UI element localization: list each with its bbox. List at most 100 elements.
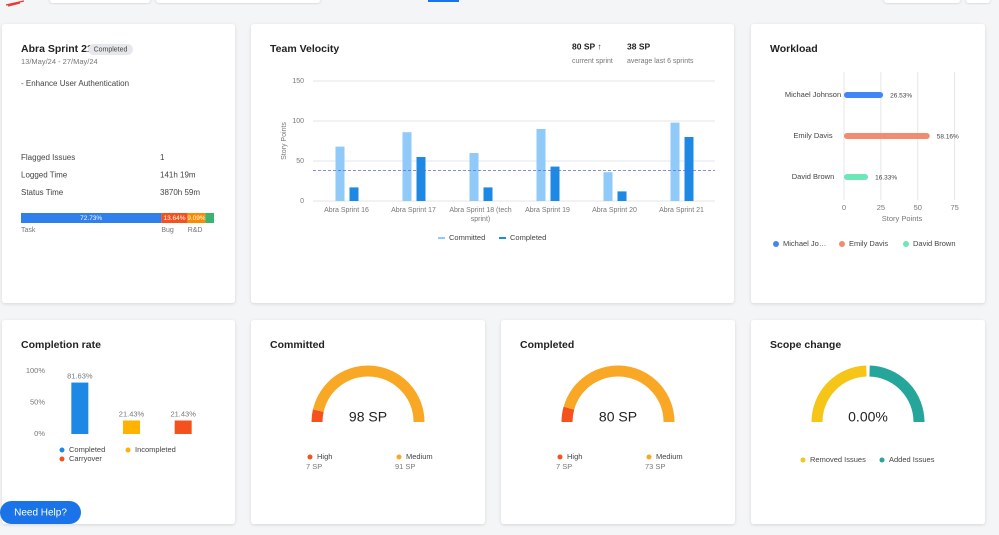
bar: [844, 133, 930, 139]
y-tick-label: 0%: [34, 429, 45, 438]
bar: [684, 137, 694, 201]
summary-caption: average last 6 sprints: [627, 58, 694, 65]
sprint-dates: 13/May/24 - 27/May/24: [21, 57, 98, 66]
legend-value: 73 SP: [645, 462, 665, 471]
legend-marker: [773, 241, 779, 247]
y-tick-label: 100%: [26, 366, 46, 375]
y-tick-label: 150: [292, 78, 304, 85]
y-tick-label: 100: [292, 118, 304, 125]
status-badge: [88, 44, 133, 55]
legend-label: Michael Jo…: [783, 239, 826, 248]
bar: [335, 146, 345, 201]
legend-marker: [646, 454, 652, 460]
legend-label: Completed: [510, 233, 546, 242]
gauge-segment: [811, 365, 867, 423]
legend-label: Carryover: [69, 454, 102, 463]
legend-label: Completed: [69, 445, 105, 454]
card-title: Completion rate: [21, 339, 101, 351]
card: [751, 320, 985, 524]
bar: [844, 92, 884, 98]
header-tab: [156, 0, 320, 3]
category-label: Michael Johnson: [785, 90, 841, 99]
legend-value: 7 SP: [306, 462, 322, 471]
bar: [402, 132, 412, 201]
legend-marker: [59, 447, 65, 453]
legend-label: Medium: [656, 452, 683, 461]
x-axis-label: Story Points: [882, 214, 923, 223]
bar: [123, 420, 140, 434]
x-tick-label: 0: [842, 203, 846, 212]
value-label: 16.33%: [875, 175, 897, 182]
segment-category: R&D: [188, 227, 203, 234]
x-tick-label: 50: [914, 203, 922, 212]
card: [2, 320, 235, 524]
help-button-background: [0, 501, 81, 524]
segment-label: 72.73%: [80, 215, 102, 222]
legend-label: High: [567, 452, 582, 461]
legend-label: Emily Davis: [849, 239, 888, 248]
help-button[interactable]: Need Help?: [0, 501, 81, 524]
bar: [71, 382, 89, 434]
breakdown-segment: [205, 213, 214, 223]
y-tick-label: 50: [296, 158, 304, 165]
segment-label: 9.09%: [187, 215, 206, 222]
legend-label: David Brown: [913, 239, 956, 248]
gauge-segment: [563, 365, 675, 423]
summary-caption: current sprint: [572, 58, 613, 65]
x-tick-label: 25: [877, 203, 885, 212]
stat-label: Logged Time: [21, 171, 68, 180]
card-title: Scope change: [770, 339, 841, 351]
x-tick-label: Abra Sprint 17: [391, 207, 436, 214]
bar: [349, 187, 359, 201]
bar: [174, 420, 192, 434]
card: [751, 24, 985, 303]
legend-marker: [800, 457, 806, 463]
active-tab-indicator: [428, 0, 459, 2]
legend-label: Medium: [406, 452, 433, 461]
card: [501, 320, 735, 524]
breakdown-segment: [187, 213, 206, 223]
x-tick-label: Abra Sprint 16: [324, 207, 369, 214]
header-tab: [884, 0, 960, 3]
legend-marker: [839, 241, 845, 247]
card-title: Completed: [520, 339, 574, 351]
breakdown-segment: [161, 213, 188, 223]
bar: [416, 157, 426, 201]
breakdown-segment: [21, 213, 162, 223]
category-label: Emily Davis: [793, 131, 832, 140]
y-axis-label: Story Points: [281, 122, 288, 160]
legend-marker: [307, 454, 313, 460]
x-tick-label: Abra Sprint 20: [592, 207, 637, 214]
x-tick-label: Abra Sprint 18 (tech sprint): [449, 207, 511, 223]
value-label: 58.16%: [937, 134, 959, 141]
gauge-center-label: 98 SP: [349, 409, 387, 425]
value-label: 81.63%: [67, 372, 93, 381]
gauge-segment: [312, 365, 425, 423]
value-label: 21.43%: [170, 409, 196, 418]
x-tick-label: 75: [950, 203, 958, 212]
summary-value: 38 SP: [627, 41, 650, 51]
card-title: Workload: [770, 43, 818, 55]
gauge-segment: [561, 406, 575, 423]
sprint-title: Abra Sprint 21: [21, 43, 93, 55]
legend-marker: [903, 241, 909, 247]
gauge-segment: [311, 409, 324, 423]
gauge-center-label: 80 SP: [599, 409, 637, 425]
legend-marker: [879, 457, 885, 463]
card-title: Team Velocity: [270, 43, 339, 55]
gauge-center-label: 0.00%: [848, 409, 888, 425]
legend-marker: [125, 447, 131, 453]
legend-marker: [557, 454, 563, 460]
legend-label: Added Issues: [889, 455, 935, 464]
header-tab: [50, 0, 150, 3]
bar: [469, 153, 479, 201]
gauge-segment: [869, 365, 925, 423]
value-label: 26.53%: [890, 93, 912, 100]
x-tick-label: Abra Sprint 19: [525, 207, 570, 214]
bar: [844, 174, 869, 180]
sprint-item: - Enhance User Authentication: [21, 79, 129, 88]
segment-category: Bug: [161, 227, 174, 234]
legend-value: 7 SP: [556, 462, 572, 471]
